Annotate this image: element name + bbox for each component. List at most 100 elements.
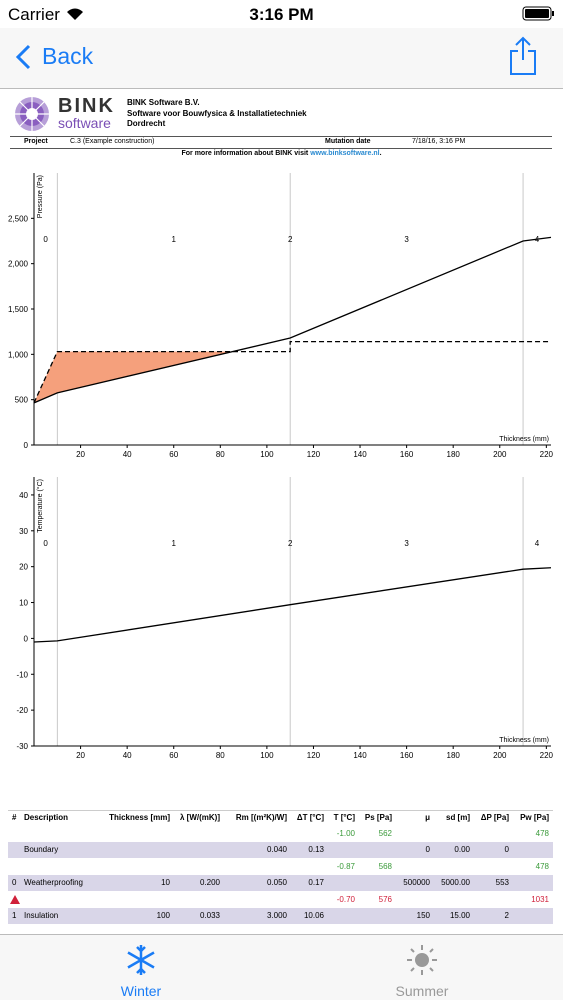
- table-cell: 478: [535, 829, 549, 838]
- x-tick-label: 160: [400, 751, 414, 760]
- table-cell: 0.040: [266, 845, 287, 855]
- layer-label: 2: [288, 235, 293, 244]
- series-line: [33, 567, 552, 643]
- table-cell: 0.200: [199, 878, 220, 888]
- column-header: λ [W/(mK)]: [180, 813, 220, 822]
- logo-subtitle: software: [58, 115, 111, 131]
- layer-label: 1: [172, 539, 177, 548]
- row-shade: [8, 908, 553, 924]
- carrier: Carrier: [8, 5, 60, 24]
- x-tick-label: 100: [260, 450, 274, 459]
- share-button[interactable]: [508, 36, 538, 76]
- layer-label: 4: [535, 539, 540, 548]
- wifi-icon: [67, 8, 83, 20]
- row-shade: [8, 842, 553, 859]
- layer-label: 3: [404, 235, 409, 244]
- x-axis-label: Thickness (mm): [499, 436, 549, 443]
- y-tick-label: 2,500: [8, 214, 29, 223]
- info-line: For more information about BINK visit ww…: [0, 150, 563, 157]
- series-line: [33, 340, 551, 404]
- y-tick-label: 0: [24, 634, 29, 643]
- column-header: T [°C]: [333, 813, 355, 822]
- winter-tab[interactable]: Winter: [120, 983, 162, 999]
- column-header: Ps [Pa]: [364, 813, 392, 822]
- layer-label: 3: [404, 539, 409, 548]
- x-tick-label: 80: [216, 751, 225, 760]
- table-cell: 562: [378, 829, 392, 838]
- layer-label: 2: [288, 539, 293, 548]
- table-cell: 0: [504, 845, 509, 855]
- table-cell: -0.70: [336, 894, 355, 904]
- column-header: ΔT [°C]: [296, 813, 324, 822]
- table-cell: 2: [504, 911, 509, 920]
- x-tick-label: 120: [307, 751, 321, 760]
- column-header: Description: [24, 813, 69, 822]
- table-cell: 568: [378, 861, 392, 871]
- winter-icon[interactable]: [124, 943, 158, 977]
- x-tick-label: 220: [540, 450, 554, 459]
- x-tick-label: 200: [493, 450, 507, 459]
- table-cell: 0: [12, 878, 17, 888]
- logo-title: BINK: [58, 95, 115, 117]
- y-tick-label: 1,500: [8, 305, 29, 314]
- y-tick-label: -30: [16, 742, 28, 751]
- table-cell: 500000: [403, 878, 430, 888]
- y-tick-label: -20: [16, 706, 28, 715]
- y-tick-label: -10: [16, 670, 28, 679]
- info-link[interactable]: www.binksoftware.nl: [310, 150, 380, 157]
- x-tick-label: 20: [76, 450, 85, 459]
- y-axis-label: Pressure (Pa): [37, 175, 44, 218]
- y-tick-label: 500: [15, 396, 29, 405]
- y-axis-label: Temperature (°C): [36, 479, 44, 533]
- y-tick-label: 30: [19, 527, 28, 536]
- bink-logo: [15, 97, 49, 131]
- back-chevron[interactable]: [14, 44, 34, 70]
- table-cell: 0.00: [454, 845, 470, 855]
- column-header: #: [12, 813, 17, 822]
- column-header: Pw [Pa]: [520, 813, 549, 822]
- warning-icon: [10, 894, 20, 904]
- mutation-date: 7/18/16, 3:16 PM: [412, 138, 466, 145]
- x-tick-label: 220: [540, 751, 554, 760]
- x-tick-label: 80: [216, 450, 225, 459]
- x-tick-label: 100: [260, 751, 274, 760]
- table-header-line: [8, 810, 553, 811]
- x-tick-label: 20: [76, 751, 85, 760]
- table-cell: -0.87: [336, 861, 355, 871]
- mutation-label: Mutation date: [325, 138, 371, 145]
- table-cell: 1031: [531, 894, 549, 904]
- layer-label: 1: [172, 235, 177, 244]
- table-cell: 576: [378, 894, 392, 904]
- column-header: ΔP [Pa]: [480, 813, 509, 822]
- project: C.3 (Example construction): [70, 138, 155, 145]
- table-cell: 0.050: [266, 878, 287, 888]
- layer-label: 0: [43, 235, 48, 244]
- summer-tab[interactable]: Summer: [395, 983, 449, 999]
- summer-icon[interactable]: [405, 943, 439, 977]
- x-tick-label: 60: [169, 751, 178, 760]
- layer-label: 0: [43, 539, 48, 548]
- project-label: Project: [24, 138, 48, 145]
- table-cell: 5000.00: [441, 878, 470, 888]
- city: Dordrecht: [127, 119, 166, 128]
- table-cell: 0: [425, 845, 430, 855]
- table-cell: 0.033: [199, 911, 220, 920]
- y-tick-label: 20: [19, 563, 28, 572]
- table-cell: Boundary: [24, 845, 59, 855]
- back-button[interactable]: Back: [42, 43, 94, 69]
- table-cell: 10: [161, 878, 170, 888]
- x-tick-label: 40: [123, 450, 132, 459]
- x-tick-label: 200: [493, 751, 507, 760]
- x-tick-label: 180: [447, 751, 461, 760]
- table-cell: -1.00: [336, 829, 355, 838]
- condensation-area: [34, 351, 233, 403]
- table-cell: Insulation: [24, 911, 59, 920]
- project-row: [10, 136, 552, 149]
- tagline: Software voor Bouwfysica & Installatiete…: [127, 109, 307, 118]
- x-tick-label: 120: [307, 450, 321, 459]
- table-cell: 478: [535, 861, 549, 871]
- battery-icon: [522, 6, 554, 21]
- company: BINK Software B.V.: [127, 98, 200, 107]
